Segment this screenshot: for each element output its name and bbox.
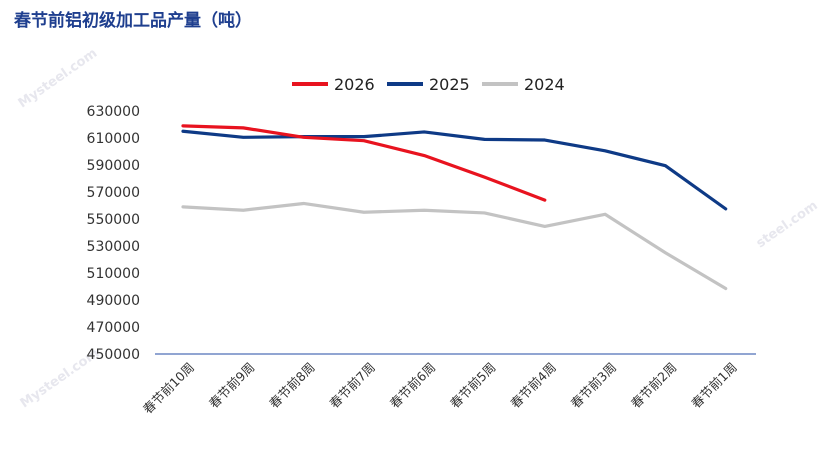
y-tick-label: 510000 (87, 266, 140, 282)
x-tick-label: 春节前9周 (206, 360, 258, 412)
y-tick-label: 470000 (87, 320, 140, 336)
x-tick-label: 春节前3周 (568, 360, 620, 412)
x-tick-label: 春节前8周 (266, 360, 318, 412)
x-tick-label: 春节前6周 (387, 360, 439, 412)
x-tick-label: 春节前5周 (447, 360, 499, 412)
y-tick-label: 570000 (87, 185, 140, 201)
series-line-2025 (181, 129, 728, 211)
x-tick-label: 春节前1周 (688, 360, 740, 412)
y-tick-label: 450000 (87, 347, 140, 363)
x-tick-label: 春节前10周 (140, 360, 197, 417)
svg-text:steel.com: steel.com (754, 198, 821, 251)
legend-label-2026: 2026 (334, 75, 375, 94)
watermark-top-left: Mysteel.com (16, 46, 100, 111)
y-tick-label: 610000 (87, 131, 140, 147)
y-tick-label: 530000 (87, 239, 140, 255)
series-line-2026 (181, 124, 547, 202)
y-tick-label: 490000 (87, 293, 140, 309)
series-lines (181, 124, 728, 291)
svg-text:Mysteel.com: Mysteel.com (16, 46, 100, 111)
watermark-right: steel.com (754, 198, 821, 251)
y-tick-label: 630000 (87, 104, 140, 120)
x-axis: 春节前10周 春节前9周 春节前8周 春节前7周 春节前6周 春节前5周 春节前4周 春节前3… (140, 360, 740, 417)
y-tick-label: 590000 (87, 158, 140, 174)
x-tick-label: 春节前2周 (628, 360, 680, 412)
y-axis: 630000 610000 590000 570000 550000 530000 5100… (87, 104, 140, 363)
legend: 2026 2025 2024 (292, 75, 565, 94)
x-tick-label: 春节前4周 (507, 360, 559, 412)
y-tick-label: 550000 (87, 212, 140, 228)
legend-label-2025: 2025 (429, 75, 470, 94)
x-tick-label: 春节前7周 (326, 360, 378, 412)
series-line-2024 (181, 201, 728, 291)
legend-label-2024: 2024 (524, 75, 565, 94)
chart-title: 春节前铝初级加工品产量（吨） (14, 11, 252, 31)
